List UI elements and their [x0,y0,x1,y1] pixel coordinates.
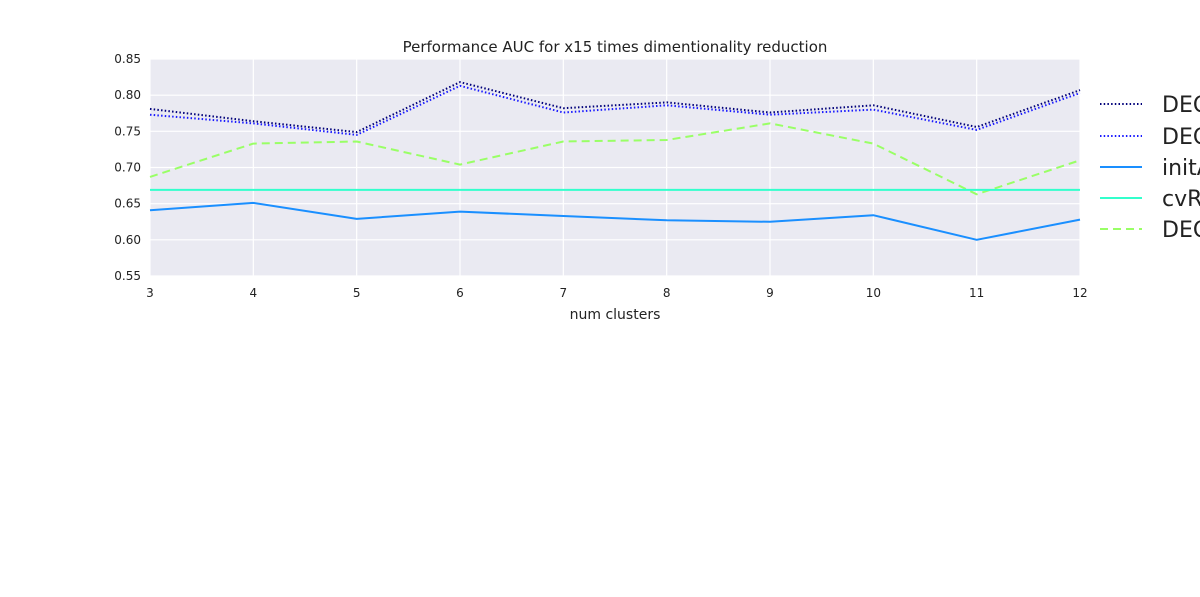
series-line-2 [149,84,1081,136]
series-line-5 [149,122,1081,196]
x-tick-label: 11 [969,286,984,300]
x-tick-label: 3 [146,286,154,300]
x-tick-label: 9 [766,286,774,300]
y-tick-label: 0.60 [114,233,141,247]
x-tick-label: 7 [560,286,568,300]
y-tick-label: 0.75 [114,124,141,138]
x-ticks: 3 4 5 6 7 8 9 10 11 12 [146,286,1087,300]
x-tick-label: 5 [353,286,361,300]
x-tick-label: 10 [866,286,881,300]
y-tick-label: 0.85 [114,52,141,66]
legend-label-4: cvR [1162,187,1200,212]
legend-label-2: DEC [1162,125,1200,150]
grid [149,58,1081,277]
series-layer [149,81,1081,241]
legend-label-3: initA [1162,156,1200,181]
y-ticks: 0.55 0.60 0.65 0.70 0.75 0.80 0.85 [114,52,141,283]
legend-label-5: DEC [1162,218,1200,243]
x-tick-label: 12 [1072,286,1087,300]
y-tick-label: 0.70 [114,161,141,175]
legend-label-1: DEC [1162,93,1200,118]
series-line-1 [149,81,1081,134]
x-tick-label: 6 [456,286,464,300]
legend: DEC DEC initA cvR DEC [1100,93,1200,243]
y-tick-label: 0.80 [114,88,141,102]
x-tick-label: 8 [663,286,671,300]
y-tick-label: 0.65 [114,197,141,211]
series-line-3 [149,201,1081,241]
x-axis-label: num clusters [570,307,661,323]
chart-title: Performance AUC for x15 times dimentiona… [403,38,828,56]
x-tick-label: 4 [250,286,258,300]
y-tick-label: 0.55 [114,269,141,283]
